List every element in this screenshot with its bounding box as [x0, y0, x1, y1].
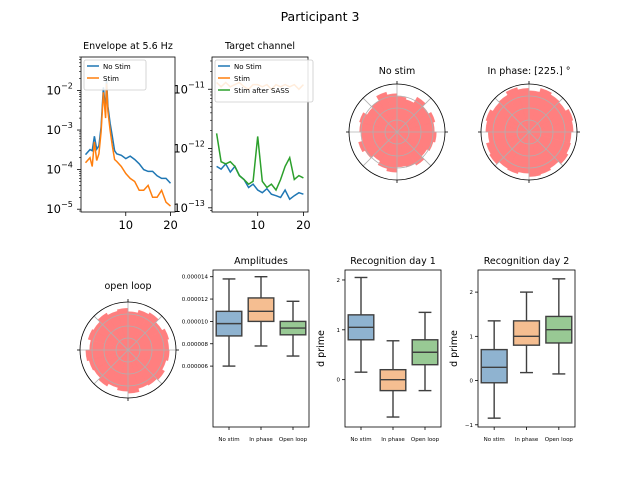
x-tick-label: No stim: [484, 437, 505, 443]
box-in-phase: [512, 320, 541, 346]
y-tick-label: 1: [337, 328, 341, 334]
axes-frame: [212, 269, 310, 428]
box-in-phase: [247, 297, 275, 323]
box-no-stim: [480, 348, 508, 384]
axes-frame: [477, 269, 576, 428]
y-tick-label: 0.000006: [182, 364, 209, 370]
polar-grid-spoke: [396, 97, 432, 133]
subplot-title: Target channel: [224, 41, 295, 52]
subplot-title: open loop: [104, 281, 151, 292]
y-tick-label: 10: [46, 202, 61, 216]
x-tick-label: Open loop: [279, 437, 308, 443]
y-tick-exponent: −13: [188, 199, 205, 208]
y-tick-exponent: −5: [61, 200, 73, 209]
x-tick-label: No stim: [218, 437, 239, 443]
subplot-title: Recognition day 2: [484, 256, 570, 267]
x-tick-label: 10: [250, 218, 265, 232]
figure-title: Participant 3: [281, 9, 360, 24]
x-tick-label: 20: [296, 218, 311, 232]
legend-label: No Stim: [103, 63, 131, 71]
polar-grid-spoke: [93, 315, 129, 351]
axes-frame: [211, 56, 309, 213]
subplot-title: Amplitudes: [234, 256, 288, 267]
legend-label: No Stim: [234, 63, 262, 71]
y-tick-label: 0.000010: [182, 319, 209, 325]
x-tick-label: Open loop: [411, 437, 440, 443]
series-line-stim: [84, 83, 171, 207]
subplot-title: Envelope at 5.6 Hz: [83, 41, 173, 52]
y-tick-label: 1: [470, 334, 474, 340]
axes-frame: [80, 56, 176, 213]
legend-label: Stim: [234, 75, 250, 83]
polar-grid-spoke: [127, 349, 163, 385]
y-tick-label: 0: [470, 379, 474, 385]
y-tick-label: 10: [173, 82, 188, 96]
axes-frame: [344, 269, 442, 428]
y-tick-label: 2: [337, 278, 341, 284]
y-tick-exponent: −12: [188, 140, 205, 149]
y-tick-label: 0.000008: [182, 342, 209, 348]
legend-box: [214, 59, 314, 103]
polar-grid-spoke: [362, 97, 398, 133]
legend-label: Stim: [103, 75, 119, 83]
y-tick-label: 10: [46, 123, 61, 137]
y-axis-label: d prime: [449, 330, 460, 367]
x-tick-label: 10: [118, 218, 133, 232]
polar-grid-spoke: [362, 131, 398, 167]
legend-box: [83, 59, 147, 91]
y-tick-exponent: −2: [61, 81, 73, 90]
y-tick-label: 0.000014: [182, 275, 209, 281]
series-line-no-stim: [84, 78, 172, 184]
x-tick-label: In phase: [249, 437, 273, 443]
y-tick-label: 0.000012: [182, 297, 208, 303]
subplot-title: No stim: [379, 66, 416, 77]
subplot-title: Recognition day 1: [350, 256, 436, 267]
polar-grid-spoke: [494, 97, 530, 133]
y-tick-exponent: −11: [188, 80, 205, 89]
legend-label: Stim after SASS: [234, 87, 290, 95]
y-tick-label: 10: [173, 201, 188, 215]
y-tick-label: 10: [46, 83, 61, 97]
polar-grid-spoke: [93, 349, 129, 385]
x-tick-label: No stim: [350, 437, 371, 443]
y-tick-label: 2: [470, 290, 474, 296]
series-line-no-stim: [216, 162, 304, 201]
y-tick-label: 0: [337, 378, 341, 384]
x-tick-label: 20: [163, 218, 178, 232]
x-tick-label: Open loop: [545, 437, 574, 443]
y-tick-exponent: −3: [61, 121, 73, 130]
subplot-title: In phase: [225.] °: [487, 66, 570, 77]
polar-grid-spoke: [396, 131, 432, 167]
x-tick-label: In phase: [515, 437, 539, 443]
y-tick-label: 10: [46, 163, 61, 177]
y-axis-label: d prime: [316, 330, 327, 367]
polar-grid-spoke: [127, 315, 163, 351]
x-tick-label: In phase: [381, 437, 405, 443]
polar-grid-spoke: [528, 131, 564, 167]
y-tick-label: 10: [173, 142, 188, 156]
polar-grid-spoke: [494, 131, 530, 167]
polar-grid-spoke: [528, 97, 564, 133]
y-tick-label: −1: [465, 423, 473, 429]
y-tick-exponent: −4: [61, 161, 73, 170]
series-line-stim-after-sass: [215, 133, 304, 192]
